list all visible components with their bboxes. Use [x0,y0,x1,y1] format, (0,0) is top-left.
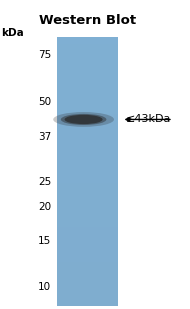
Text: 50: 50 [38,97,51,107]
Text: 10: 10 [38,282,51,292]
Text: 15: 15 [38,235,51,246]
Text: Western Blot: Western Blot [39,14,136,27]
Ellipse shape [61,114,106,125]
Bar [57,37,118,306]
Text: 75: 75 [38,50,51,61]
Ellipse shape [53,112,114,127]
Text: ≤43kDa: ≤43kDa [125,114,171,125]
Text: 37: 37 [38,132,51,142]
Text: kDa: kDa [1,28,24,39]
Text: 20: 20 [38,202,51,213]
Ellipse shape [65,115,103,124]
Text: 25: 25 [38,177,51,187]
